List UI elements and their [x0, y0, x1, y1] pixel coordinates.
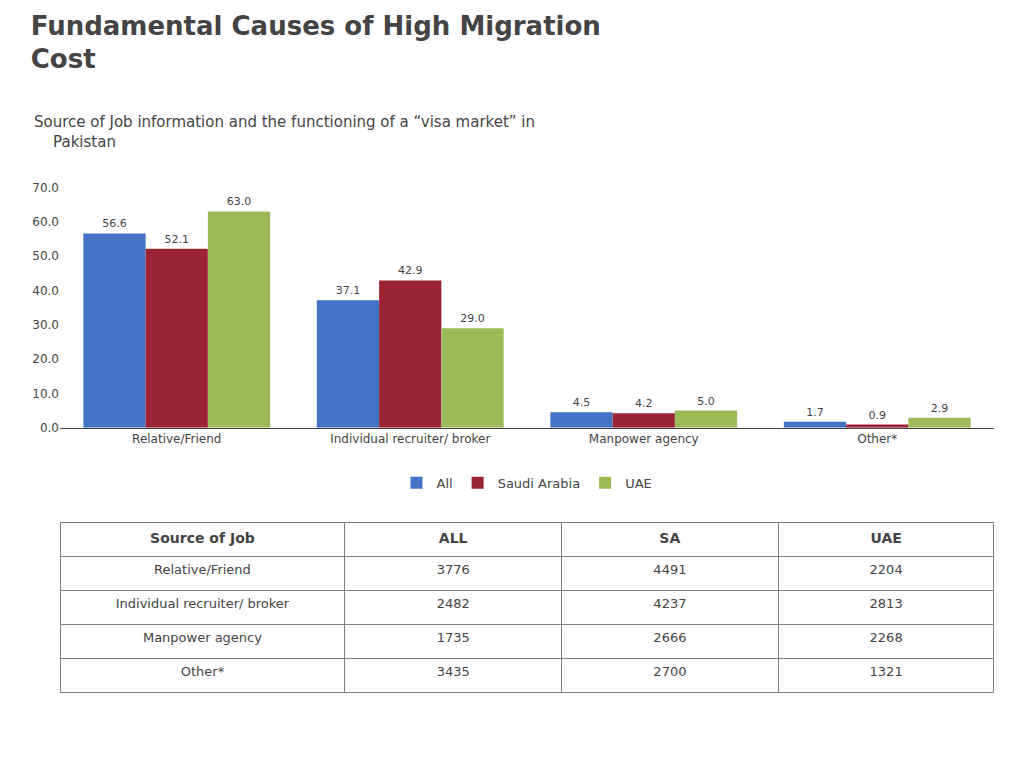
- svg-text:70.0: 70.0: [32, 181, 59, 195]
- svg-text:All: All: [437, 476, 453, 491]
- svg-text:37.1: 37.1: [336, 284, 361, 297]
- svg-text:4237: 4237: [653, 596, 686, 611]
- svg-text:50.0: 50.0: [32, 249, 59, 263]
- svg-text:4491: 4491: [653, 562, 686, 577]
- svg-text:40.0: 40.0: [32, 284, 59, 298]
- svg-text:5.0: 5.0: [697, 395, 715, 408]
- svg-text:Saudi Arabia: Saudi Arabia: [498, 476, 581, 491]
- svg-text:30.0: 30.0: [32, 318, 59, 332]
- svg-text:2813: 2813: [870, 596, 903, 611]
- svg-text:Other*: Other*: [181, 664, 225, 679]
- svg-text:29.0: 29.0: [460, 312, 485, 325]
- svg-text:42.9: 42.9: [398, 264, 423, 277]
- svg-text:1.7: 1.7: [806, 406, 824, 419]
- svg-text:60.0: 60.0: [32, 215, 59, 229]
- svg-text:63.0: 63.0: [227, 195, 252, 208]
- svg-text:2482: 2482: [437, 596, 470, 611]
- svg-text:Relative/Friend: Relative/Friend: [154, 562, 251, 577]
- svg-text:56.6: 56.6: [102, 217, 127, 230]
- svg-text:4.2: 4.2: [635, 397, 653, 410]
- svg-text:UAE: UAE: [625, 476, 652, 491]
- svg-text:1735: 1735: [437, 630, 470, 645]
- svg-text:Manpower agency: Manpower agency: [589, 432, 699, 446]
- svg-text:Source of Job information and: Source of Job information and the functi…: [34, 113, 535, 151]
- svg-text:1321: 1321: [870, 664, 903, 679]
- svg-text:52.1: 52.1: [165, 233, 190, 246]
- svg-text:Individual recruiter/ broker: Individual recruiter/ broker: [330, 432, 490, 446]
- svg-text:Other*: Other*: [857, 432, 897, 446]
- svg-text:2268: 2268: [870, 630, 903, 645]
- svg-text:SA: SA: [659, 530, 680, 546]
- svg-text:0.0: 0.0: [40, 421, 59, 435]
- svg-text:Individual recruiter/ broker: Individual recruiter/ broker: [116, 596, 290, 611]
- svg-text:Manpower agency: Manpower agency: [143, 630, 262, 645]
- svg-text:2700: 2700: [653, 664, 686, 679]
- svg-text:ALL: ALL: [439, 530, 468, 546]
- svg-text:20.0: 20.0: [32, 352, 59, 366]
- svg-text:Fundamental Causes of High Mig: Fundamental Causes of High MigrationCost: [31, 11, 601, 75]
- svg-text:2204: 2204: [870, 562, 903, 577]
- svg-text:4.5: 4.5: [573, 396, 591, 409]
- svg-text:Source of Job: Source of Job: [150, 530, 255, 546]
- svg-text:Relative/Friend: Relative/Friend: [132, 432, 221, 446]
- svg-text:3435: 3435: [437, 664, 470, 679]
- svg-text:0.9: 0.9: [869, 409, 887, 422]
- svg-text:3776: 3776: [437, 562, 470, 577]
- svg-text:10.0: 10.0: [32, 387, 59, 401]
- svg-text:2666: 2666: [653, 630, 686, 645]
- svg-text:UAE: UAE: [870, 530, 901, 546]
- svg-text:2.9: 2.9: [931, 402, 949, 415]
